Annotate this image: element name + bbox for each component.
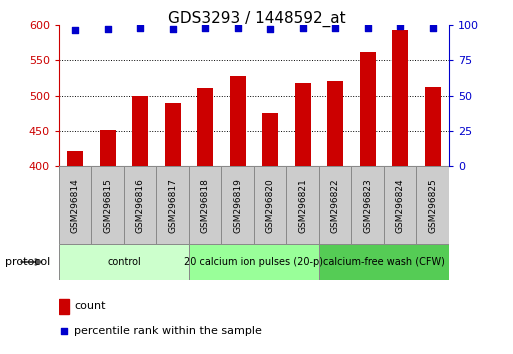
Bar [189, 244, 319, 280]
Bar [384, 166, 417, 244]
Text: GSM296817: GSM296817 [168, 178, 177, 233]
Text: count: count [74, 301, 106, 312]
Bar [222, 166, 254, 244]
Text: GDS3293 / 1448592_at: GDS3293 / 1448592_at [168, 11, 345, 27]
Bar [124, 166, 156, 244]
Point [169, 26, 177, 32]
Text: GSM296824: GSM296824 [396, 178, 405, 233]
Bar [360, 52, 376, 166]
Bar [294, 83, 311, 166]
Point [331, 25, 339, 30]
Text: GSM296821: GSM296821 [298, 178, 307, 233]
Bar [189, 166, 222, 244]
Text: GSM296815: GSM296815 [103, 178, 112, 233]
Bar [351, 166, 384, 244]
Bar [417, 166, 449, 244]
Text: GSM296814: GSM296814 [71, 178, 80, 233]
Point [299, 25, 307, 30]
Bar [229, 76, 246, 166]
Point [60, 329, 68, 334]
Text: control: control [107, 257, 141, 267]
Bar [197, 88, 213, 166]
Bar [59, 299, 69, 314]
Bar [327, 81, 343, 166]
Bar [67, 151, 83, 166]
Bar [100, 130, 116, 166]
Text: GSM296822: GSM296822 [331, 178, 340, 233]
Bar [132, 96, 148, 166]
Text: GSM296819: GSM296819 [233, 178, 242, 233]
Bar [319, 244, 449, 280]
Point [266, 26, 274, 32]
Text: GSM296818: GSM296818 [201, 178, 210, 233]
Text: protocol: protocol [5, 257, 50, 267]
Point [364, 25, 372, 30]
Bar [319, 166, 351, 244]
Bar [156, 166, 189, 244]
Bar [254, 166, 286, 244]
Bar [392, 30, 408, 166]
Point [233, 25, 242, 30]
Point [104, 26, 112, 32]
Text: GSM296820: GSM296820 [266, 178, 274, 233]
Text: calcium-free wash (CFW): calcium-free wash (CFW) [323, 257, 445, 267]
Bar [262, 113, 278, 166]
Bar [165, 103, 181, 166]
Point [201, 25, 209, 30]
Bar [91, 166, 124, 244]
Bar [424, 87, 441, 166]
Text: GSM296816: GSM296816 [136, 178, 145, 233]
Text: GSM296825: GSM296825 [428, 178, 437, 233]
Text: 20 calcium ion pulses (20-p): 20 calcium ion pulses (20-p) [185, 257, 323, 267]
Point [136, 25, 144, 30]
Bar [59, 166, 91, 244]
Bar [59, 244, 189, 280]
Point [71, 28, 80, 33]
Text: GSM296823: GSM296823 [363, 178, 372, 233]
Point [428, 25, 437, 30]
Bar [286, 166, 319, 244]
Text: percentile rank within the sample: percentile rank within the sample [74, 326, 262, 336]
Point [396, 23, 404, 29]
